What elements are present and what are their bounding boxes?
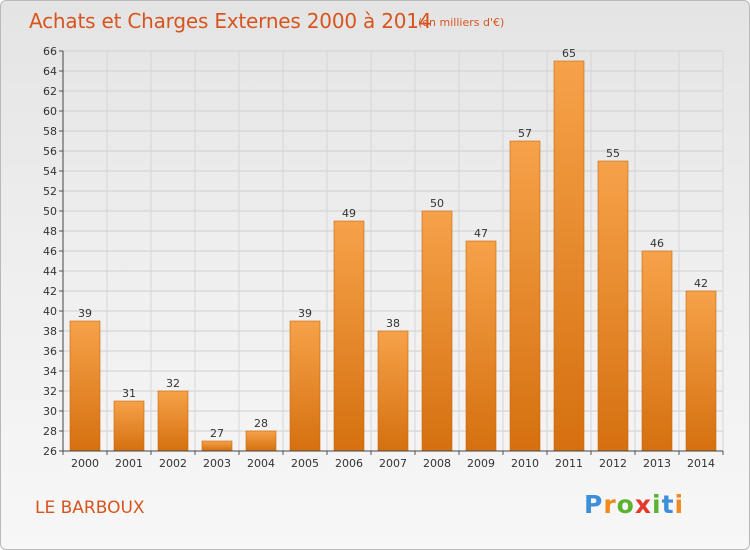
value-label: 39 [78, 307, 92, 320]
bar [509, 140, 541, 452]
x-tick-label: 2013 [643, 457, 671, 470]
value-label: 65 [562, 47, 576, 60]
logo-letter: i [652, 490, 662, 519]
value-label: 31 [122, 387, 136, 400]
logo-letter: r [603, 490, 617, 519]
y-tick-label: 56 [43, 145, 57, 158]
value-label: 49 [342, 207, 356, 220]
x-tick-label: 2012 [599, 457, 627, 470]
logo-letter: t [661, 490, 675, 519]
value-label: 42 [694, 277, 708, 290]
bar [201, 440, 233, 452]
logo-letter: x [634, 490, 652, 519]
y-tick-label: 32 [43, 385, 57, 398]
y-tick-label: 30 [43, 405, 57, 418]
y-tick-label: 40 [43, 305, 57, 318]
bar [553, 60, 585, 452]
bar [289, 320, 321, 452]
bar [113, 400, 145, 452]
x-tick-label: 2005 [291, 457, 319, 470]
value-label: 50 [430, 197, 444, 210]
bar [421, 210, 453, 452]
y-tick-label: 38 [43, 325, 57, 338]
y-tick-label: 50 [43, 205, 57, 218]
value-label: 38 [386, 317, 400, 330]
x-tick-label: 2000 [71, 457, 99, 470]
chart-title: Achats et Charges Externes 2000 à 2014 [29, 9, 432, 33]
x-tick-label: 2004 [247, 457, 275, 470]
value-label: 39 [298, 307, 312, 320]
logo-letter: P [584, 490, 604, 519]
y-tick-label: 52 [43, 185, 57, 198]
bar [333, 220, 365, 452]
x-tick-label: 2010 [511, 457, 539, 470]
commune-name: LE BARBOUX [35, 498, 145, 518]
proxiti-logo: Proxiti [584, 490, 684, 519]
value-label: 28 [254, 417, 268, 430]
logo-letter: i [674, 490, 685, 519]
y-tick-label: 46 [43, 245, 57, 258]
y-tick-label: 54 [43, 165, 57, 178]
x-tick-label: 2014 [687, 457, 715, 470]
bar [69, 320, 101, 452]
y-tick-label: 28 [43, 425, 57, 438]
bar [465, 240, 497, 452]
value-label: 55 [606, 147, 620, 160]
value-label: 47 [474, 227, 488, 240]
x-tick-label: 2011 [555, 457, 583, 470]
x-tick-label: 2008 [423, 457, 451, 470]
y-tick-label: 26 [43, 445, 57, 458]
x-tick-label: 2007 [379, 457, 407, 470]
bars: 39 31 32 27 28 39 49 38 50 47 57 65 55 46 42 [69, 47, 717, 452]
bar [641, 250, 673, 452]
y-tick-label: 60 [43, 105, 57, 118]
y-tick-label: 58 [43, 125, 57, 138]
chart-subtitle: (en milliers d'€) [418, 16, 505, 29]
x-tick-label: 2001 [115, 457, 143, 470]
y-tick-label: 34 [43, 365, 57, 378]
y-tick-label: 64 [43, 65, 57, 78]
x-tick-label: 2002 [159, 457, 187, 470]
y-tick-label: 48 [43, 225, 57, 238]
y-tick-label: 44 [43, 265, 57, 278]
value-label: 32 [166, 377, 180, 390]
x-tick-label: 2003 [203, 457, 231, 470]
bar [377, 330, 409, 452]
bar [597, 160, 629, 452]
axes: 26 28 30 32 34 36 38 40 42 44 46 48 50 52 54 56 58 60 62 64… [43, 45, 724, 470]
bar [685, 290, 717, 452]
value-label: 27 [210, 427, 224, 440]
value-label: 57 [518, 127, 532, 140]
bar [157, 390, 189, 452]
x-tick-label: 2009 [467, 457, 495, 470]
y-tick-label: 42 [43, 285, 57, 298]
y-tick-label: 36 [43, 345, 57, 358]
logo-letter: o [616, 490, 635, 519]
x-tick-label: 2006 [335, 457, 363, 470]
y-tick-label: 66 [43, 45, 57, 58]
bar [245, 430, 277, 452]
value-label: 46 [650, 237, 664, 250]
y-tick-label: 62 [43, 85, 57, 98]
